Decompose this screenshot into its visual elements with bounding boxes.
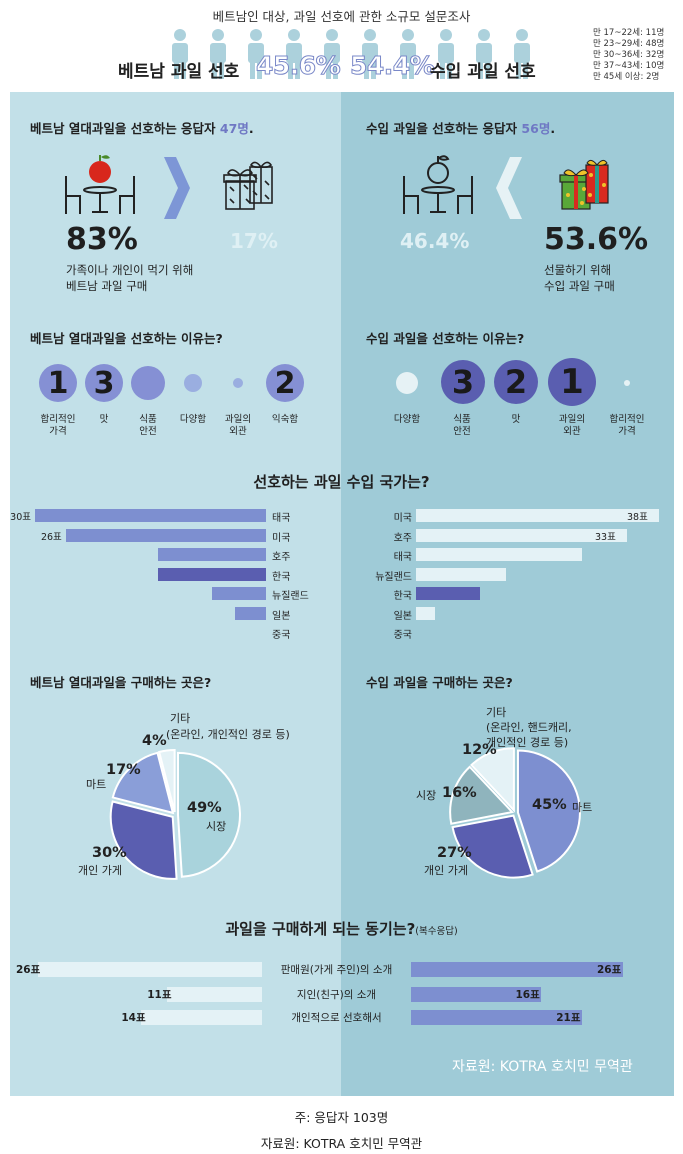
pie-pct-personal: 27% — [437, 845, 472, 861]
pct-imported-pref: 54.4% — [349, 51, 435, 81]
reason-circle: 3 — [85, 364, 123, 402]
footer-source: 자료원: KOTRA 호치민 무역관 — [260, 1136, 423, 1151]
reason-circle: 1 — [548, 358, 596, 406]
age-group: 만 45세 이상: 2명 — [593, 72, 660, 82]
pie-slice — [109, 800, 178, 880]
reason-label: 식품 안전 — [139, 414, 157, 437]
age-group: 만 30~36세: 32명 — [593, 50, 665, 60]
reason-circle: 2 — [494, 360, 538, 404]
countries-title: 선호하는 과일 수입 국가는? — [253, 473, 430, 491]
survey-title: 베트남인 대상, 과일 선호에 관한 소규모 설문조사 — [212, 9, 471, 24]
chevron-right-icon — [164, 157, 190, 219]
panel-source: 자료원: KOTRA 호치민 무역관 — [452, 1059, 633, 1075]
pie-label-personal: 개인 가게 — [424, 864, 468, 877]
age-group: 만 17~22세: 11명 — [593, 28, 665, 38]
age-groups: 만 17~22세: 11명 만 23~29세: 48명 만 30~36세: 32… — [593, 28, 664, 83]
pie-label-personal: 개인 가게 — [78, 864, 122, 877]
motive-title-wrap: 과일을 구매하게 되는 동기는?(복수응답) — [0, 918, 683, 939]
pie-slice — [451, 814, 534, 879]
reasons-left-title: 베트남 열대과일을 선호하는 이유는? — [30, 331, 223, 346]
reason-label: 익숙함 — [271, 414, 299, 425]
pie-pct-mart: 45% — [532, 797, 567, 813]
motive-note: (복수응답) — [415, 926, 458, 937]
pie-label-mart: 마트 — [86, 778, 107, 791]
pct-17: 17% — [230, 229, 278, 253]
reason-label: 다양함 — [179, 414, 207, 425]
chevron-left-icon — [496, 157, 522, 219]
motive-title: 과일을 구매하게 되는 동기는? — [225, 920, 416, 938]
pie-slice — [111, 751, 175, 815]
left-panel — [10, 92, 341, 1096]
reason-circle — [131, 366, 165, 400]
reason-label: 다양함 — [393, 414, 421, 425]
pie-slice — [516, 749, 581, 873]
reason-label: 맛 — [511, 414, 521, 425]
reason-circle: 1 — [39, 364, 77, 402]
pie-label-market: 시장 — [416, 789, 437, 802]
consume-desc-left: 가족이나 개인이 먹기 위해 베트남 과일 구매 — [66, 263, 194, 293]
reason-circle — [184, 374, 202, 392]
reason-circle — [233, 378, 243, 388]
respondents-left: 베트남 열대과일을 선호하는 응답자 47명. — [30, 121, 254, 136]
pie-slice — [470, 747, 515, 813]
pct-46: 46.4% — [400, 229, 470, 253]
heading-imported-pref: 수입 과일 선호 — [430, 62, 536, 82]
footer-note: 주: 응답자 103명 — [294, 1110, 389, 1125]
reason-circle: 3 — [441, 360, 485, 404]
right-panel — [341, 92, 674, 1096]
reason-label: 과일의 외관 — [558, 414, 586, 437]
pie-pct-market: 16% — [442, 785, 477, 801]
table-apple-icon — [65, 155, 135, 214]
pie-chart-right — [449, 747, 581, 879]
heading-vietnam-pref: 베트남 과일 선호 — [118, 62, 240, 82]
pie-pct-personal: 30% — [92, 845, 127, 861]
pie-pct-etc: 4% — [142, 733, 167, 749]
pie-label-market: 시장 — [206, 820, 227, 833]
gift-boxes-icon — [223, 161, 273, 210]
reason-circle — [624, 380, 630, 386]
pie-slice — [176, 751, 241, 878]
table-apple-outline-icon — [403, 155, 473, 214]
pct-83: 83% — [66, 222, 138, 257]
reason-label: 과일의 외관 — [224, 414, 252, 437]
pct-vietnam-pref: 45.6% — [255, 51, 341, 81]
pie-chart-left — [109, 749, 241, 880]
consume-desc-right: 선물하기 위해 수입 과일 구매 — [544, 263, 615, 293]
age-group: 만 37~43세: 10명 — [593, 61, 665, 71]
pie-pct-market: 49% — [187, 800, 222, 816]
people-icons — [172, 29, 530, 79]
age-group: 만 23~29세: 48명 — [593, 39, 665, 49]
reason-label: 합리적인 가격 — [40, 414, 76, 437]
pie-label-etc-detail: (온라인, 개인적인 경로 등) — [166, 728, 290, 741]
pie-label-etc: 기타 — [170, 712, 191, 725]
reasons-right-title: 수입 과일을 선호하는 이유는? — [366, 331, 525, 346]
purchase-left-title: 베트남 열대과일을 구매하는 곳은? — [30, 675, 212, 690]
pie-pct-etc: 12% — [462, 742, 497, 758]
pie-label-mart: 마트 — [572, 801, 593, 814]
reason-circle — [396, 372, 418, 394]
pie-pct-mart: 17% — [106, 762, 141, 778]
pct-53: 53.6% — [544, 222, 649, 257]
colorful-gifts-icon — [559, 159, 609, 210]
purchase-right-title: 수입 과일을 구매하는 곳은? — [366, 675, 513, 690]
reason-circle: 2 — [266, 364, 304, 402]
pie-slice — [157, 749, 176, 813]
reason-label: 맛 — [99, 414, 109, 425]
reason-label: 식품 안전 — [453, 414, 471, 437]
respondents-right: 수입 과일을 선호하는 응답자 56명. — [366, 121, 556, 136]
pie-label-etc-detail2: 개인적인 경로 등) — [486, 736, 569, 749]
pie-label-etc: 기타 — [486, 706, 507, 719]
pie-slice — [449, 765, 515, 825]
pie-label-etc-detail: (온라인, 핸드캐리, — [486, 721, 572, 734]
reason-label: 합리적인 가격 — [609, 414, 645, 437]
